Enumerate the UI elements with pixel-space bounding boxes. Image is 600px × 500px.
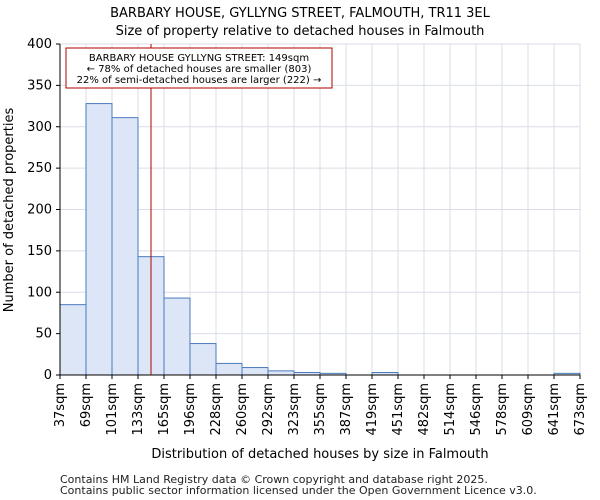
y-tick-label: 0: [44, 368, 52, 383]
y-tick-label: 350: [27, 78, 52, 93]
y-tick-label: 150: [27, 244, 52, 259]
annotation-line3: 22% of semi-detached houses are larger (…: [77, 75, 322, 86]
y-tick-label: 200: [27, 203, 52, 218]
x-tick-label: 673sqm: [573, 383, 588, 436]
x-tick-label: 419sqm: [365, 383, 380, 436]
annotation-line1: BARBARY HOUSE GYLLYNG STREET: 149sqm: [89, 53, 309, 64]
x-tick-label: 482sqm: [417, 383, 432, 436]
y-tick-label: 100: [27, 285, 52, 300]
x-tick-label: 451sqm: [391, 383, 406, 436]
chart-title-line1: BARBARY HOUSE, GYLLYNG STREET, FALMOUTH,…: [110, 6, 491, 21]
x-tick-label: 609sqm: [521, 383, 536, 436]
bar: [111, 117, 139, 376]
y-tick-label: 250: [27, 161, 52, 176]
y-tick-label: 50: [35, 327, 52, 342]
x-axis-label: Distribution of detached houses by size …: [151, 447, 488, 462]
x-tick-label: 546sqm: [469, 383, 484, 436]
annotation-box: BARBARY HOUSE GYLLYNG STREET: 149sqm ← 7…: [65, 47, 333, 89]
x-tick-label: 101sqm: [105, 383, 120, 436]
x-tick-label: 228sqm: [209, 383, 224, 436]
x-tick-label: 69sqm: [79, 383, 94, 427]
chart-title-line2: Size of property relative to detached ho…: [116, 24, 485, 39]
bar: [163, 297, 191, 376]
bar: [85, 103, 113, 376]
bar: [267, 370, 295, 376]
y-tick-label: 400: [27, 37, 52, 52]
x-tick-label: 260sqm: [235, 383, 250, 436]
x-tick-label: 133sqm: [131, 383, 146, 436]
annotation-line2: ← 78% of detached houses are smaller (80…: [87, 64, 312, 75]
x-tick-label: 37sqm: [53, 383, 68, 427]
bar: [59, 304, 87, 376]
bar: [189, 343, 217, 376]
y-axis-ticks: 0 50 100 150 200 250 300 350 400: [27, 37, 60, 383]
x-tick-label: 514sqm: [443, 383, 458, 436]
x-tick-label: 578sqm: [495, 383, 510, 436]
y-axis-label: Number of detached properties: [2, 108, 17, 313]
bar: [215, 362, 243, 376]
x-tick-label: 641sqm: [547, 383, 562, 436]
x-tick-label: 323sqm: [287, 383, 302, 436]
x-tick-label: 292sqm: [261, 383, 276, 436]
x-tick-label: 165sqm: [157, 383, 172, 436]
x-tick-label: 196sqm: [183, 383, 198, 436]
x-tick-label: 355sqm: [313, 383, 328, 436]
y-tick-label: 300: [27, 120, 52, 135]
bar: [241, 367, 269, 376]
x-axis-ticks: 37sqm 69sqm 101sqm 133sqm 165sqm 196sqm 228sqm…: [53, 375, 588, 436]
footer-line2: Contains public sector information licen…: [60, 484, 537, 497]
footer-line1: Contains HM Land Registry data © Crown c…: [60, 473, 488, 486]
x-tick-label: 387sqm: [339, 383, 354, 436]
